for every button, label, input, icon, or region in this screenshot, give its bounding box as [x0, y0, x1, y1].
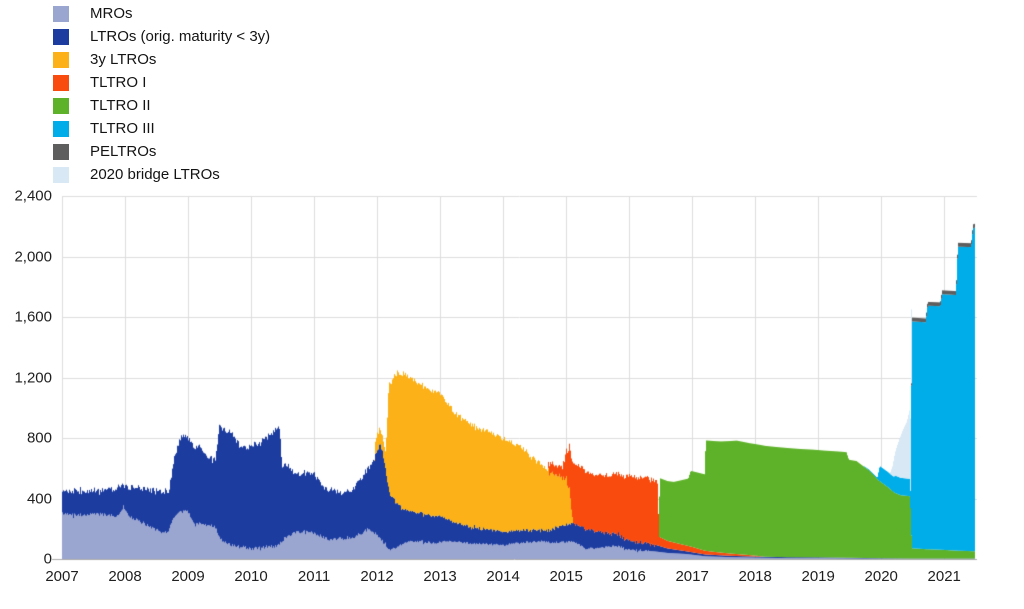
legend-label-tltro2: TLTRO II [90, 97, 151, 114]
y-tick-400: 400 [26, 490, 52, 507]
y-tick-2000: 2,000 [14, 248, 52, 265]
legend-label-ltro: LTROs (orig. maturity < 3y) [90, 28, 271, 45]
legend-item-tltro2: TLTRO II [53, 97, 270, 115]
x-tick-2016: 2016 [612, 568, 646, 585]
x-tick-2007: 2007 [45, 568, 79, 585]
legend-label-peltro: PELTROs [90, 143, 157, 160]
x-tick-2012: 2012 [360, 568, 394, 585]
x-tick-2015: 2015 [549, 568, 583, 585]
y-tick-0: 0 [43, 550, 52, 568]
x-tick-2008: 2008 [108, 568, 142, 585]
legend-label-bridge: 2020 bridge LTROs [90, 166, 220, 183]
legend-swatch-peltro [53, 144, 69, 160]
legend-label-tltro3: TLTRO III [90, 120, 155, 137]
legend-label-mro: MROs [90, 5, 133, 22]
legend-swatch-bridge [53, 167, 69, 183]
y-tick-2400: 2,400 [14, 187, 52, 205]
x-tick-2010: 2010 [234, 568, 268, 585]
legend-swatch-tltro2 [53, 98, 69, 114]
x-tick-2013: 2013 [423, 568, 457, 585]
legend: MROs LTROs (orig. maturity < 3y) 3y LTROs T… [53, 5, 270, 189]
legend-item-mro: MROs [53, 5, 270, 23]
legend-item-ltro3y: 3y LTROs [53, 51, 270, 69]
legend-label-tltro1: TLTRO I [90, 74, 147, 91]
legend-item-tltro1: TLTRO I [53, 74, 270, 92]
y-tick-1200: 1,200 [14, 369, 52, 386]
legend-label-ltro3y: 3y LTROs [90, 51, 157, 68]
legend-swatch-tltro1 [53, 75, 69, 91]
x-tick-2017: 2017 [675, 568, 709, 585]
legend-item-tltro3: TLTRO III [53, 120, 270, 138]
legend-swatch-ltro3y [53, 52, 69, 68]
x-tick-2009: 2009 [171, 568, 205, 585]
legend-item-bridge: 2020 bridge LTROs [53, 166, 270, 184]
x-tick-2020: 2020 [864, 568, 898, 585]
x-tick-2019: 2019 [801, 568, 835, 585]
x-tick-2011: 2011 [297, 568, 331, 585]
y-tick-1600: 1,600 [14, 308, 52, 326]
x-tick-2021: 2021 [927, 568, 961, 585]
x-tick-2014: 2014 [486, 568, 520, 585]
x-tick-2018: 2018 [738, 568, 772, 585]
legend-swatch-tltro3 [53, 121, 69, 137]
legend-item-ltro: LTROs (orig. maturity < 3y) [53, 28, 270, 46]
legend-swatch-ltro [53, 29, 69, 45]
legend-swatch-mro [53, 6, 69, 22]
y-tick-800: 800 [26, 429, 52, 447]
legend-item-peltro: PELTROs [53, 143, 270, 161]
